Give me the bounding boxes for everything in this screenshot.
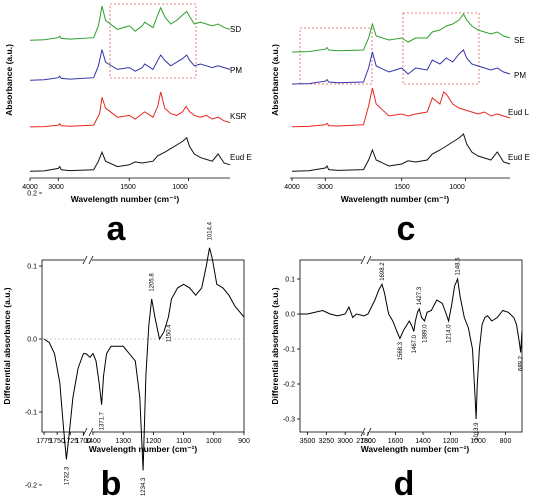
x-axis-label: Wavelength number (cm⁻¹) — [89, 444, 198, 454]
peak-label: 1389.0 — [423, 324, 429, 343]
y-tick-label: 0.1 — [285, 277, 295, 284]
x-tick-label: 800 — [500, 438, 512, 445]
panel-label-c: c — [397, 210, 416, 248]
x-tick-label: 1400 — [85, 438, 101, 445]
panel-a: 4000 3000 1500 1000 Wavelength number (c… — [4, 3, 252, 248]
peak-label: 1371.7 — [100, 411, 106, 430]
x-tick-label: 900 — [238, 438, 250, 445]
spectrum-line — [43, 247, 245, 471]
x-axis-label: Wavelength number (cm⁻¹) — [361, 444, 470, 454]
legend-eud-e: Eud E — [508, 153, 530, 162]
legend-se: SE — [514, 36, 525, 45]
panel-d: Wavelength number (cm⁻¹) Differential ab… — [270, 255, 525, 502]
panel-b: Wavelength number (cm⁻¹) Differential ab… — [2, 191, 250, 502]
y-tick-label: 0.0 — [285, 312, 295, 319]
x-axis-label: Wavelength number (cm⁻¹) — [341, 194, 450, 204]
spectrum-line — [29, 136, 231, 172]
peak-label: 1214.0 — [447, 324, 453, 343]
y-tick-label: -0.3 — [283, 417, 295, 424]
x-tick-label: 1200 — [443, 438, 459, 445]
panel-label-b: b — [101, 465, 122, 502]
y-tick-label: -0.2 — [283, 382, 295, 389]
peak-label: 1013.9 — [474, 422, 480, 441]
spectrum-line — [291, 133, 511, 172]
peak-label: 689.2 — [519, 355, 525, 371]
x-tick-label: 1000 — [449, 184, 465, 191]
highlight-box — [299, 27, 373, 85]
axis-break — [360, 255, 372, 437]
x-tick-label: 1300 — [115, 438, 131, 445]
x-tick-label: 3250 — [319, 438, 335, 445]
peak-label: 1568.3 — [398, 341, 404, 360]
y-axis-label: Absorbance (a.u.) — [270, 44, 280, 116]
peak-label: 1698.2 — [380, 262, 386, 281]
plot-frame — [41, 259, 245, 433]
x-tick-label: 1750 — [49, 438, 65, 445]
x-tick-label: 3000 — [317, 184, 333, 191]
x-tick-label: 1725 — [62, 438, 78, 445]
peak-label: 1427.3 — [417, 286, 423, 305]
x-axis-label: Wavelength number (cm⁻¹) — [71, 194, 180, 204]
x-tick-label: 1200 — [146, 438, 162, 445]
y-tick-label: -0.1 — [25, 410, 37, 417]
x-tick-label: 1400 — [415, 438, 431, 445]
y-axis-label: Differential absorbance (a.u.) — [270, 287, 280, 404]
y-tick-label: -0.2 — [25, 483, 37, 490]
legend-eud-e: Eud E — [230, 153, 252, 162]
x-tick-label: 3500 — [300, 438, 316, 445]
peak-label: 1732.3 — [64, 466, 70, 485]
peak-label: 1148.5 — [456, 257, 462, 276]
x-tick-label: 4000 — [284, 184, 300, 191]
x-tick-label: 1700 — [76, 438, 92, 445]
peak-label: 1234.3 — [141, 477, 147, 496]
x-tick-label: 2750 — [356, 438, 372, 445]
legend-sd: SD — [230, 25, 241, 34]
y-tick-label: 0.0 — [27, 337, 37, 344]
x-tick-label: 1100 — [176, 438, 191, 445]
spectrum-line — [29, 49, 231, 81]
x-tick-label: 1500 — [120, 184, 136, 191]
spectrum-line — [291, 13, 511, 53]
x-tick-label: 1775 — [36, 438, 52, 445]
x-tick-label: 1500 — [394, 184, 410, 191]
legend-ksr: KSR — [230, 112, 247, 121]
axis-break — [82, 255, 94, 437]
x-tick-label: 1000 — [470, 438, 486, 445]
panel-c: 4000 3000 1500 1000 Wavelength number (c… — [270, 12, 530, 248]
panel-label-a: a — [107, 210, 127, 248]
peak-label: 1150.4 — [166, 324, 172, 343]
x-tick-label: 1000 — [206, 438, 222, 445]
spectrum-line — [300, 277, 523, 420]
spectrum-line — [291, 87, 511, 128]
peak-label: 1467.0 — [412, 334, 418, 353]
x-tick-label: 1000 — [172, 184, 188, 191]
y-axis-label: Absorbance (a.u.) — [4, 44, 14, 116]
x-tick-label: 1800 — [360, 438, 376, 445]
spectrum-line — [29, 5, 231, 41]
plot-frame — [299, 259, 523, 433]
spectrum-line — [29, 91, 231, 128]
y-axis-label: Differential absorbance (a.u.) — [2, 287, 12, 404]
x-tick-label: 3000 — [337, 438, 353, 445]
legend-eud-l: Eud L — [508, 108, 529, 117]
peak-label: 1014.4 — [208, 221, 214, 240]
legend-pm: PM — [514, 71, 526, 80]
x-tick-label: 4000 — [22, 184, 38, 191]
x-tick-label: 3000 — [48, 184, 64, 191]
panel-label-d: d — [394, 465, 415, 502]
y-tick-label: -0.1 — [283, 347, 295, 354]
legend-pm: PM — [230, 66, 242, 75]
peak-label: 1205.8 — [150, 273, 156, 292]
y-tick-label: 0.2 — [27, 191, 37, 198]
spectrum-line — [291, 49, 511, 85]
x-tick-label: 1600 — [388, 438, 404, 445]
highlight-box — [402, 12, 480, 85]
y-tick-label: 0.1 — [27, 264, 37, 271]
